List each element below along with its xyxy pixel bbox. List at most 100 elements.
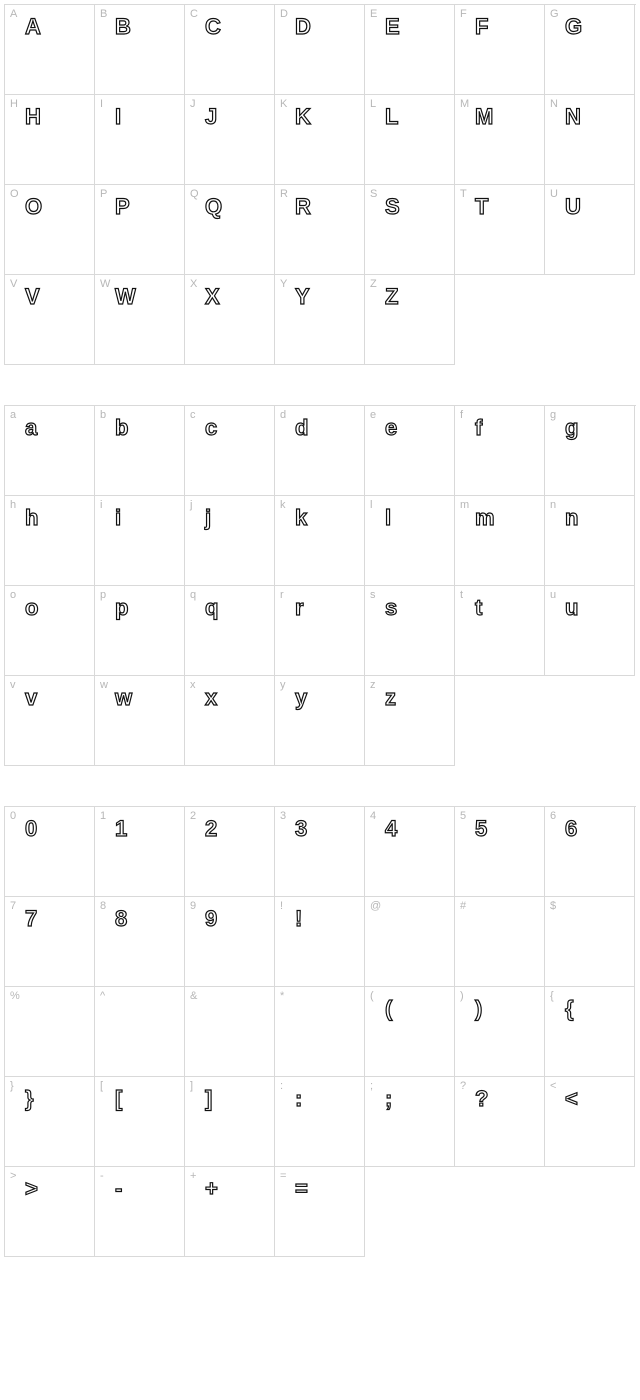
glyph-cell: SS (365, 185, 455, 275)
cell-glyph: Y (295, 285, 360, 309)
empty-cell (455, 676, 545, 766)
glyph-cell: WW (95, 275, 185, 365)
cell-key-label: N (550, 98, 558, 110)
cell-glyph: 9 (205, 907, 270, 931)
cell-glyph: o (25, 596, 90, 620)
cell-glyph: : (295, 1087, 360, 1111)
cell-glyph: d (295, 416, 360, 440)
glyph-cell: GG (545, 5, 635, 95)
cell-key-label: b (100, 409, 106, 421)
cell-key-label: V (10, 278, 17, 290)
cell-key-label: f (460, 409, 463, 421)
glyph-cell: * (275, 987, 365, 1077)
glyph-cell: nn (545, 496, 635, 586)
cell-glyph: } (25, 1087, 90, 1111)
cell-key-label: z (370, 679, 376, 691)
glyph-cell: yy (275, 676, 365, 766)
glyph-cell: ee (365, 406, 455, 496)
cell-glyph: = (295, 1177, 360, 1201)
cell-glyph: i (115, 506, 180, 530)
cell-glyph: Q (205, 195, 270, 219)
glyph-cell: 11 (95, 807, 185, 897)
cell-glyph: - (115, 1177, 180, 1201)
cell-key-label: J (190, 98, 196, 110)
cell-glyph: C (205, 15, 270, 39)
glyph-cell: !! (275, 897, 365, 987)
cell-glyph: K (295, 105, 360, 129)
cell-glyph: r (295, 596, 360, 620)
cell-glyph: g (565, 416, 630, 440)
cell-key-label: ( (370, 990, 374, 1002)
cell-key-label: L (370, 98, 376, 110)
glyph-cell: tt (455, 586, 545, 676)
glyph-cell: AA (5, 5, 95, 95)
cell-key-label: 0 (10, 810, 16, 822)
cell-glyph: W (115, 285, 180, 309)
cell-key-label: - (100, 1170, 104, 1182)
cell-key-label: X (190, 278, 197, 290)
cell-glyph: 2 (205, 817, 270, 841)
cell-glyph: k (295, 506, 360, 530)
cell-glyph: S (385, 195, 450, 219)
glyph-cell: MM (455, 95, 545, 185)
cell-key-label: k (280, 499, 286, 511)
cell-key-label: $ (550, 900, 556, 912)
glyph-cell: RR (275, 185, 365, 275)
glyph-cell: FF (455, 5, 545, 95)
cell-key-label: D (280, 8, 288, 20)
glyph-cell: :: (275, 1077, 365, 1167)
glyph-cell: gg (545, 406, 635, 496)
cell-glyph: m (475, 506, 540, 530)
cell-glyph: G (565, 15, 630, 39)
cell-glyph: X (205, 285, 270, 309)
cell-glyph: w (115, 686, 180, 710)
glyph-cell: % (5, 987, 95, 1077)
cell-glyph: U (565, 195, 630, 219)
cell-glyph: ( (385, 997, 450, 1021)
cell-glyph: f (475, 416, 540, 440)
cell-glyph: D (295, 15, 360, 39)
glyph-grid-uppercase: AABBCCDDEEFFGGHHIIJJKKLLMMNNOOPPQQRRSSTT… (4, 4, 636, 365)
cell-glyph: A (25, 15, 90, 39)
cell-key-label: Y (280, 278, 287, 290)
cell-key-label: 4 (370, 810, 376, 822)
cell-glyph: H (25, 105, 90, 129)
glyph-cell: CC (185, 5, 275, 95)
glyph-cell: zz (365, 676, 455, 766)
glyph-cell: $ (545, 897, 635, 987)
glyph-cell: mm (455, 496, 545, 586)
cell-glyph: 7 (25, 907, 90, 931)
cell-glyph: E (385, 15, 450, 39)
glyph-cell: [[ (95, 1077, 185, 1167)
glyph-cell: ;; (365, 1077, 455, 1167)
cell-glyph: n (565, 506, 630, 530)
glyph-cell: 66 (545, 807, 635, 897)
cell-glyph: < (565, 1087, 630, 1111)
cell-key-label: 8 (100, 900, 106, 912)
glyph-cell: {{ (545, 987, 635, 1077)
cell-key-label: n (550, 499, 556, 511)
glyph-cell: XX (185, 275, 275, 365)
empty-cell (365, 1167, 455, 1257)
glyph-cell: cc (185, 406, 275, 496)
cell-glyph: b (115, 416, 180, 440)
cell-key-label: e (370, 409, 376, 421)
cell-key-label: * (280, 990, 284, 1002)
glyph-cell: jj (185, 496, 275, 586)
cell-glyph: l (385, 506, 450, 530)
glyph-cell: TT (455, 185, 545, 275)
glyph-cell: pp (95, 586, 185, 676)
cell-key-label: ) (460, 990, 464, 1002)
glyph-cell: oo (5, 586, 95, 676)
glyph-grid-digits-symbols: 00112233445566778899!!@#$%^&*(()){{}}[[]… (4, 806, 636, 1257)
cell-glyph: ! (295, 907, 360, 931)
cell-key-label: i (100, 499, 102, 511)
glyph-cell: KK (275, 95, 365, 185)
cell-key-label: 1 (100, 810, 106, 822)
glyph-cell: ZZ (365, 275, 455, 365)
cell-key-label: p (100, 589, 106, 601)
glyph-cell: qq (185, 586, 275, 676)
cell-glyph: [ (115, 1087, 180, 1111)
glyph-cell: >> (5, 1167, 95, 1257)
cell-glyph: T (475, 195, 540, 219)
